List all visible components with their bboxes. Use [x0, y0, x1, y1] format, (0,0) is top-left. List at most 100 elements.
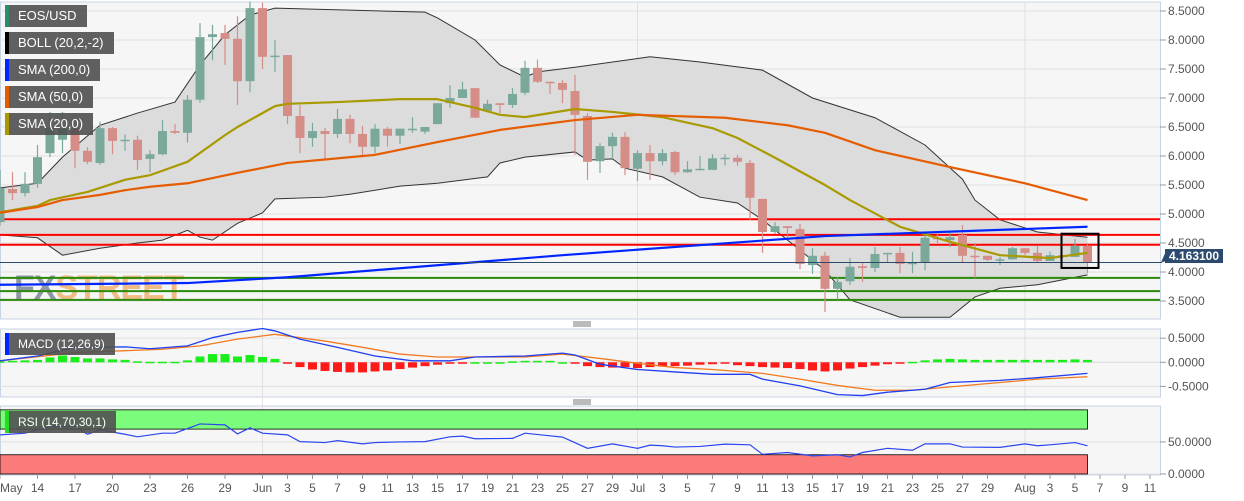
price-tick-label: 7.5000 — [1168, 62, 1205, 76]
legend-macd[interactable]: MACD (12,26,9) — [5, 333, 115, 355]
candle[interactable] — [995, 256, 1005, 266]
candle[interactable] — [395, 128, 405, 144]
candle[interactable] — [758, 198, 767, 253]
candle[interactable] — [333, 109, 342, 139]
candle[interactable] — [945, 230, 955, 248]
candle[interactable] — [770, 222, 780, 234]
candle[interactable] — [583, 113, 592, 180]
candle[interactable] — [245, 1, 255, 93]
candle[interactable] — [320, 128, 330, 161]
candle[interactable] — [683, 161, 692, 173]
candle[interactable] — [858, 262, 867, 282]
candle[interactable] — [308, 122, 317, 147]
candle[interactable] — [695, 156, 705, 171]
candle[interactable] — [208, 24, 217, 61]
candle[interactable] — [20, 172, 30, 197]
candle[interactable] — [470, 88, 480, 118]
candle[interactable] — [645, 144, 655, 180]
candle[interactable] — [145, 150, 155, 173]
candle[interactable] — [183, 95, 192, 143]
candle[interactable] — [545, 81, 555, 94]
candle[interactable] — [670, 150, 680, 176]
macd-histogram-bar — [958, 359, 967, 363]
candle[interactable] — [920, 233, 930, 271]
candle[interactable] — [883, 252, 892, 263]
candle[interactable] — [495, 103, 505, 114]
candle[interactable] — [508, 88, 517, 108]
candle[interactable] — [820, 251, 830, 313]
candle[interactable] — [870, 247, 880, 273]
candle[interactable] — [745, 160, 755, 220]
candle[interactable] — [0, 169, 5, 226]
candle[interactable] — [408, 117, 417, 133]
candle[interactable] — [83, 147, 92, 165]
legend-sma-20[interactable]: SMA (20,0) — [5, 113, 94, 135]
panel-resize-handle[interactable] — [573, 321, 591, 327]
candle[interactable] — [108, 127, 117, 155]
candle[interactable] — [370, 124, 380, 154]
candle[interactable] — [170, 124, 180, 134]
x-tick-label: 3 — [659, 481, 666, 495]
legend-boll[interactable]: BOLL (20,2,-2) — [5, 32, 114, 54]
macd-histogram-bar — [220, 354, 230, 363]
candle[interactable] — [570, 74, 580, 155]
candle[interactable] — [808, 248, 817, 274]
candle[interactable] — [133, 135, 142, 170]
candle[interactable] — [895, 247, 905, 274]
candle[interactable] — [608, 132, 617, 158]
candle[interactable] — [270, 39, 280, 72]
candle[interactable] — [795, 223, 805, 270]
candle-body — [258, 8, 267, 57]
candle[interactable] — [420, 127, 430, 134]
legend-sma-50[interactable]: SMA (50,0) — [5, 86, 94, 108]
candle-body — [145, 154, 155, 159]
macd-histogram-bar — [0, 361, 5, 363]
candle[interactable] — [458, 81, 467, 98]
candle[interactable] — [708, 154, 717, 170]
candle[interactable] — [120, 134, 130, 151]
candle[interactable] — [658, 149, 667, 166]
rsi-overbought-band — [0, 409, 1088, 430]
panel-resize-handle[interactable] — [573, 399, 591, 405]
candle[interactable] — [345, 114, 355, 144]
candle[interactable] — [433, 103, 442, 125]
candle[interactable] — [783, 226, 792, 238]
candle[interactable] — [1008, 247, 1017, 260]
legend-sma-200[interactable]: SMA (200,0) — [5, 59, 101, 81]
candle[interactable] — [195, 23, 205, 103]
candle[interactable] — [445, 85, 455, 108]
candle[interactable] — [8, 172, 17, 201]
candle[interactable] — [833, 277, 842, 300]
candle[interactable] — [233, 16, 242, 105]
candle[interactable] — [633, 150, 642, 181]
x-tick-label: 11 — [756, 481, 769, 495]
candle[interactable] — [95, 121, 105, 165]
candle[interactable] — [383, 127, 392, 147]
candle[interactable] — [220, 24, 230, 65]
candle-body — [708, 158, 717, 170]
legend-eos-usd[interactable]: EOS/USD — [5, 5, 87, 27]
candle[interactable] — [620, 132, 630, 176]
x-tick-label: 29 — [606, 481, 620, 495]
candle[interactable] — [558, 80, 567, 104]
x-tick-label: 17 — [68, 481, 82, 495]
macd-histogram-bar — [995, 359, 1005, 363]
candle[interactable] — [520, 60, 530, 96]
candle[interactable] — [1020, 248, 1030, 256]
highlight-box[interactable] — [1060, 232, 1100, 269]
candle[interactable] — [158, 120, 167, 156]
candle[interactable] — [258, 2, 267, 69]
candle[interactable] — [533, 59, 542, 83]
legend-rsi[interactable]: RSI (14,70,30,1) — [5, 411, 117, 433]
candle-body — [345, 118, 355, 134]
candle[interactable] — [983, 255, 992, 261]
candle[interactable] — [720, 154, 730, 166]
candle[interactable] — [283, 55, 292, 125]
candle[interactable] — [358, 125, 367, 155]
candle[interactable] — [483, 99, 492, 112]
candle[interactable] — [33, 144, 42, 188]
candle[interactable] — [733, 154, 742, 166]
candle[interactable] — [595, 143, 605, 173]
candle[interactable] — [295, 104, 305, 154]
